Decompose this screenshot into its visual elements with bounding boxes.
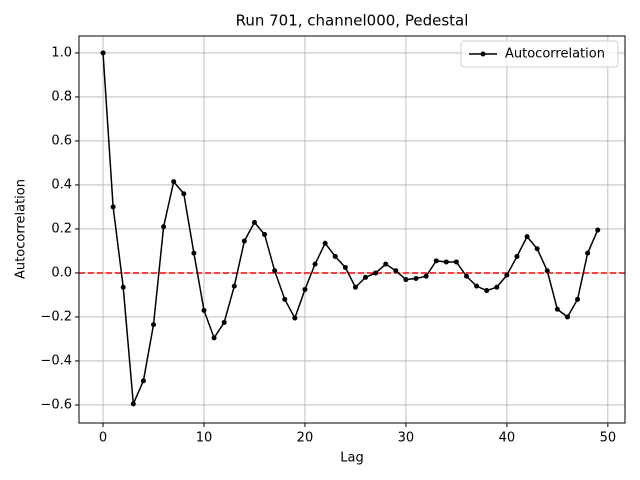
data-point bbox=[544, 268, 550, 274]
data-point bbox=[494, 284, 500, 290]
data-point bbox=[554, 306, 560, 312]
data-point bbox=[352, 284, 358, 290]
data-point bbox=[342, 264, 348, 270]
x-tick-label: 10 bbox=[196, 431, 213, 446]
data-point bbox=[272, 268, 278, 274]
data-point bbox=[181, 191, 187, 197]
data-point bbox=[110, 204, 116, 210]
data-point bbox=[161, 224, 167, 230]
legend-marker bbox=[480, 51, 486, 57]
data-point bbox=[383, 261, 389, 267]
data-point bbox=[221, 319, 227, 325]
data-point bbox=[201, 307, 207, 313]
data-point bbox=[332, 253, 338, 259]
data-point bbox=[423, 273, 429, 279]
y-tick-label: −0.4 bbox=[40, 353, 72, 368]
data-point bbox=[524, 234, 530, 240]
data-point bbox=[282, 296, 288, 302]
data-point bbox=[534, 246, 540, 252]
data-point bbox=[393, 268, 399, 274]
y-tick-label: 0.6 bbox=[51, 133, 72, 148]
data-point bbox=[564, 314, 570, 320]
legend-box bbox=[460, 40, 619, 68]
data-point bbox=[474, 283, 480, 289]
y-tick-label: −0.6 bbox=[40, 397, 72, 412]
y-axis-label: Autocorrelation bbox=[14, 179, 29, 279]
data-point bbox=[140, 378, 146, 384]
data-point bbox=[373, 270, 379, 276]
y-tick-label: 0.4 bbox=[51, 177, 72, 192]
data-point bbox=[322, 240, 328, 246]
data-point bbox=[100, 50, 106, 56]
data-point bbox=[262, 231, 268, 237]
chart-title: Run 701, channel000, Pedestal bbox=[236, 12, 469, 30]
data-point bbox=[241, 238, 247, 244]
legend-label: Autocorrelation bbox=[505, 47, 605, 62]
x-tick-label: 30 bbox=[398, 431, 415, 446]
y-tick-label: 1.0 bbox=[51, 45, 72, 60]
data-line bbox=[102, 52, 599, 405]
x-tick-label: 50 bbox=[600, 431, 617, 446]
data-point bbox=[484, 288, 490, 294]
data-point bbox=[231, 283, 237, 289]
data-point bbox=[292, 315, 298, 321]
data-point bbox=[463, 273, 469, 279]
data-point bbox=[302, 286, 308, 292]
data-point bbox=[453, 259, 459, 265]
x-axis-label: Lag bbox=[340, 451, 363, 466]
data-point bbox=[363, 274, 369, 280]
data-point bbox=[151, 322, 157, 328]
y-tick-label: −0.2 bbox=[40, 309, 72, 324]
x-tick-label: 20 bbox=[297, 431, 314, 446]
y-tick-label: 0.8 bbox=[51, 89, 72, 104]
data-point bbox=[120, 284, 126, 290]
data-point bbox=[251, 219, 257, 225]
data-point bbox=[514, 253, 520, 259]
x-tick-label: 0 bbox=[99, 431, 107, 446]
data-point bbox=[413, 275, 419, 281]
data-point bbox=[433, 258, 439, 264]
y-tick-label: 0.2 bbox=[51, 221, 72, 236]
data-point bbox=[211, 335, 217, 341]
data-point bbox=[403, 277, 409, 283]
data-point bbox=[575, 296, 581, 302]
data-point bbox=[130, 401, 136, 407]
data-point bbox=[443, 259, 449, 265]
data-point bbox=[191, 250, 197, 256]
data-point bbox=[504, 272, 510, 278]
data-point bbox=[312, 261, 318, 267]
y-tick-label: 0.0 bbox=[51, 265, 72, 280]
data-point bbox=[171, 179, 177, 185]
data-point bbox=[595, 227, 601, 233]
x-tick-label: 40 bbox=[499, 431, 516, 446]
plot-frame bbox=[78, 35, 626, 424]
data-point bbox=[585, 250, 591, 256]
